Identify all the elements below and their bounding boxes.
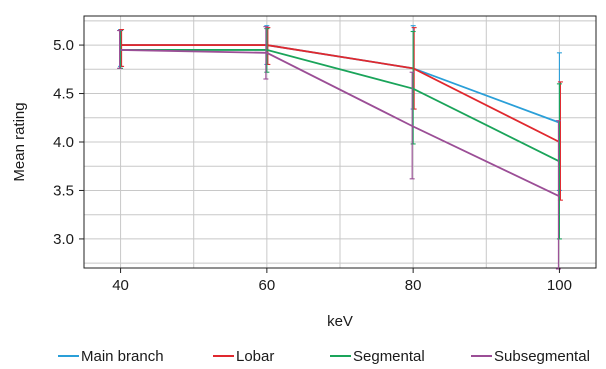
series-line <box>120 49 560 198</box>
legend-label: Lobar <box>236 348 274 365</box>
series-line <box>120 44 560 143</box>
legend-item-main-branch: Main branch <box>58 348 164 365</box>
x-tick-label: 40 <box>112 277 129 294</box>
x-tick-label: 100 <box>547 277 572 294</box>
y-tick-label: 4.5 <box>53 86 74 103</box>
legend-label: Main branch <box>81 348 164 365</box>
y-tick-label: 3.0 <box>53 231 74 248</box>
x-tick-label: 80 <box>405 277 422 294</box>
legend-item-subsegmental: Subsegmental <box>471 348 590 365</box>
legend: Main branch Lobar Segmental Subsegmental <box>58 348 590 365</box>
series-subsegmental <box>117 26 561 270</box>
x-axis-label: keV <box>327 313 353 330</box>
tick-layer: 40 60 80 100 3.0 3.5 4.0 4.5 5.0 <box>53 37 572 294</box>
y-tick-label: 3.5 <box>53 182 74 199</box>
legend-label: Segmental <box>353 348 425 365</box>
series-segmental <box>118 28 562 240</box>
x-tick-label: 60 <box>259 277 276 294</box>
series-layer <box>117 25 563 270</box>
legend-label: Subsegmental <box>494 348 590 365</box>
y-tick-label: 4.0 <box>53 134 74 151</box>
series-lobar <box>119 27 563 201</box>
legend-item-lobar: Lobar <box>213 348 274 365</box>
y-axis-label: Mean rating <box>11 102 28 181</box>
legend-item-segmental: Segmental <box>330 348 425 365</box>
series-line <box>120 49 560 163</box>
y-tick-label: 5.0 <box>53 37 74 54</box>
